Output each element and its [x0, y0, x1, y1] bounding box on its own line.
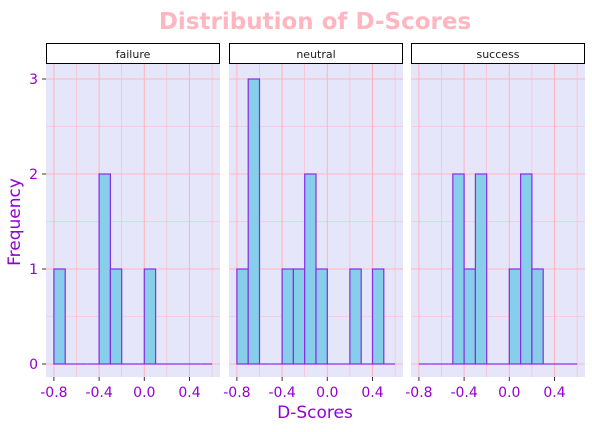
x-tick-label: 0.0	[498, 385, 520, 401]
x-tick-label: -0.4	[268, 385, 295, 401]
x-tick-label: 0.4	[543, 385, 565, 401]
panel-success: success -0.8 -0.4 0.0 0.4	[405, 43, 585, 401]
histogram-bar	[304, 173, 317, 365]
x-tick-label: 0.0	[133, 385, 155, 401]
histogram-bar	[474, 173, 488, 365]
histogram-bar	[519, 173, 533, 365]
histogram-bar	[315, 268, 328, 365]
histogram-bar	[98, 173, 112, 365]
panel-failure: failure -0.8 -0.4 0.0 0.4	[40, 43, 220, 401]
histogram-bar	[236, 268, 249, 365]
histogram-bar	[281, 268, 295, 365]
histogram-bar	[349, 268, 362, 365]
panel-background	[46, 64, 220, 377]
facet-label: neutral	[296, 48, 335, 61]
histogram-bar	[109, 268, 123, 365]
histogram-bar	[508, 268, 522, 365]
facet-strip	[46, 43, 220, 64]
facet-panels: failure -0.8 -0.4 0.0 0.4 neutral -0.8 -0.4 0.0 0…	[40, 43, 585, 401]
y-tick-label: 1	[29, 262, 38, 278]
histogram-bar	[143, 268, 157, 365]
x-axis-label: D-Scores	[277, 403, 353, 423]
y-tick-label: 2	[29, 167, 38, 183]
histogram-bar	[531, 268, 544, 365]
histogram-bar	[292, 268, 306, 365]
facet-strip	[411, 43, 585, 64]
facet-label: failure	[116, 48, 151, 61]
facet-label: success	[476, 48, 519, 61]
y-tick-label: 3	[29, 72, 38, 88]
y-axis: 0 1 2 3	[29, 72, 46, 373]
x-tick-label: -0.8	[40, 385, 67, 401]
x-tick-label: -0.8	[223, 385, 250, 401]
y-tick-label: 0	[29, 357, 38, 373]
x-tick-label: 0.4	[178, 385, 200, 401]
panel-background	[411, 64, 585, 377]
x-tick-label: 0.0	[316, 385, 338, 401]
facet-strip	[229, 43, 403, 64]
panel-neutral: neutral -0.8 -0.4 0.0 0.4	[223, 43, 403, 401]
y-axis-label: Frequency	[5, 178, 25, 266]
x-tick-label: -0.4	[85, 385, 112, 401]
histogram-bar	[452, 173, 465, 365]
x-tick-label: -0.4	[450, 385, 477, 401]
histogram-bar	[371, 268, 385, 365]
histogram-bar	[53, 268, 66, 365]
x-tick-label: -0.8	[405, 385, 432, 401]
x-tick-label: 0.4	[361, 385, 383, 401]
histogram-bar	[247, 78, 261, 365]
histogram-bar	[463, 268, 477, 365]
chart-title: Distribution of D-Scores	[159, 9, 471, 35]
